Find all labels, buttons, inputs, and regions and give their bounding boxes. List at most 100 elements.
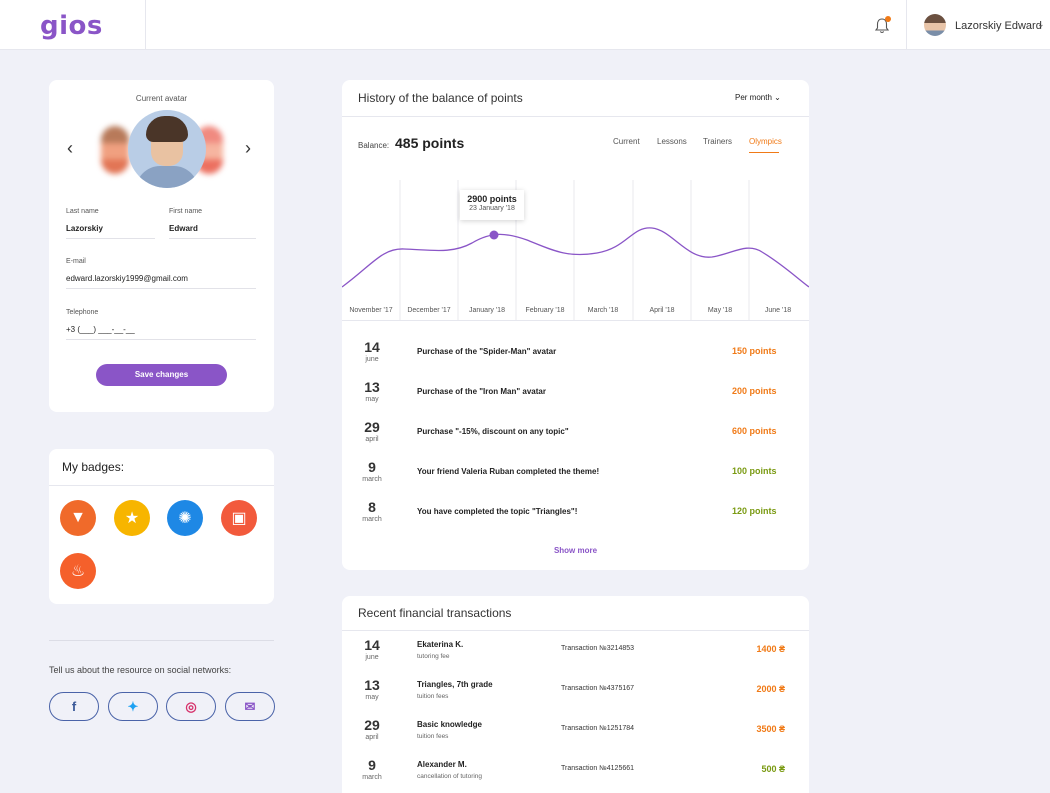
row-description: Your friend Valeria Ruban completed the … (417, 467, 600, 476)
transaction-id: Transaction №4375167 (561, 685, 635, 692)
active-tab-indicator (749, 152, 779, 153)
tab-olympics[interactable]: Olympics (749, 137, 782, 146)
field-underline (66, 238, 155, 239)
row-month: march (362, 476, 382, 483)
show-more-link[interactable]: Show more (553, 546, 598, 555)
tab-lessons[interactable]: Lessons (657, 137, 687, 146)
sun-medal-icon[interactable]: ✺ (167, 500, 203, 536)
transaction-type: cancellation of tutoring (417, 773, 483, 780)
row-points: 150 points (732, 346, 777, 356)
current-avatar-image (128, 110, 206, 188)
transaction-amount: 3500 ₴ (756, 724, 785, 734)
logo[interactable]: gios (40, 11, 103, 41)
instagram-share-button[interactable]: ◎ (166, 692, 216, 721)
email-field[interactable]: edward.lazorskiy1999@gmail.com (66, 274, 188, 283)
month-label: November '17 (349, 307, 393, 314)
mail-share-button[interactable]: ✉ (225, 692, 275, 721)
telephone-label: Telephone (66, 309, 99, 316)
social-prompt: Tell us about the resource on social net… (49, 665, 232, 675)
prev-avatar-preview[interactable] (101, 126, 129, 174)
email-label: E-mail (66, 258, 86, 265)
period-select[interactable]: Per month ⌄ (735, 93, 781, 102)
row-day: 29 (364, 419, 380, 435)
chevron-left-icon[interactable]: ‹ (67, 138, 73, 158)
divider (342, 320, 809, 321)
twitter-icon: ✦ (127, 698, 139, 714)
month-label: February '18 (525, 307, 565, 314)
telephone-field[interactable]: +3 (___) ___-__-__ (66, 325, 135, 334)
last-name-field[interactable]: Lazorskiy (66, 224, 103, 233)
chevron-down-icon: ⌄ (774, 93, 781, 102)
transaction-type: tuition fees (417, 693, 449, 700)
row-month: march (362, 774, 382, 781)
row-day: 8 (368, 499, 376, 515)
tooltip-date: 23 January '18 (469, 205, 515, 212)
row-month: may (365, 396, 379, 403)
badges-title: My badges: (62, 460, 125, 474)
current-avatar-label: Current avatar (135, 94, 188, 103)
top-header: gios Lazorskiy Edward ⌄ (0, 0, 1050, 50)
row-day: 13 (364, 677, 380, 693)
financial-title: Recent financial transactions (358, 606, 512, 620)
fire-icon[interactable]: ♨ (60, 553, 96, 589)
instagram-icon: ◎ (185, 698, 197, 714)
row-day: 9 (368, 459, 376, 475)
row-day: 29 (364, 717, 380, 733)
row-day: 13 (364, 379, 380, 395)
save-changes-button[interactable]: Save changes (96, 364, 227, 386)
month-label: March '18 (587, 307, 619, 314)
transaction-name: Triangles, 7th grade (417, 680, 493, 689)
notification-dot (885, 16, 891, 22)
user-name[interactable]: Lazorskiy Edward (955, 20, 1042, 32)
profile-card: Current avatar ‹ › Last name Lazorskiy F… (49, 80, 274, 412)
divider (49, 640, 274, 641)
row-month: june (365, 356, 379, 363)
balance-label: Balance: (358, 141, 390, 150)
star-shield-icon[interactable]: ★ (114, 500, 150, 536)
period-value: Per month (735, 93, 772, 102)
row-month: april (365, 734, 379, 741)
chevron-right-icon[interactable]: › (245, 138, 251, 158)
facebook-icon: f (71, 699, 77, 714)
tooltip-value: 2900 points (467, 194, 517, 204)
balance-line-chart (342, 180, 809, 320)
row-month: may (365, 694, 379, 701)
month-label: May '18 (707, 307, 733, 314)
transaction-amount: 500 ₴ (761, 764, 785, 774)
row-points: 100 points (732, 466, 777, 476)
header-divider (906, 0, 907, 50)
transaction-type: tutoring fee (417, 653, 450, 660)
row-month: june (365, 654, 379, 661)
divider (49, 485, 274, 486)
month-label: April '18 (649, 307, 675, 314)
month-label: June '18 (764, 307, 792, 314)
treasure-chest-icon[interactable]: ▣ (221, 500, 257, 536)
divider (342, 116, 809, 117)
tab-trainers[interactable]: Trainers (703, 137, 733, 146)
points-history-card: History of the balance of points Per mon… (342, 80, 809, 570)
transaction-amount: 2000 ₴ (756, 684, 785, 694)
tab-current[interactable]: Current (613, 137, 640, 146)
row-points: 600 points (732, 426, 777, 436)
balance-value: 485 points (395, 135, 465, 151)
field-underline (169, 238, 256, 239)
field-underline (66, 288, 256, 289)
transaction-id: Transaction №4125661 (561, 765, 635, 772)
chevron-down-icon[interactable]: ⌄ (1037, 19, 1045, 29)
facebook-share-button[interactable]: f (49, 692, 99, 721)
avatar[interactable] (924, 14, 946, 36)
row-description: Purchase of the "Spider-Man" avatar (417, 347, 557, 356)
twitter-share-button[interactable]: ✦ (108, 692, 158, 721)
row-month: april (365, 436, 379, 443)
transaction-amount: 1400 ₴ (756, 644, 785, 654)
row-month: march (362, 516, 382, 523)
first-name-label: First name (169, 208, 203, 215)
transaction-name: Ekaterina K. (417, 640, 464, 649)
last-name-label: Last name (66, 208, 99, 215)
first-name-field[interactable]: Edward (169, 224, 198, 233)
row-description: You have completed the topic "Triangles"… (417, 507, 578, 516)
ice-cream-icon[interactable]: ▼ (60, 500, 96, 536)
transaction-name: Alexander M. (417, 760, 467, 769)
row-day: 14 (364, 637, 380, 653)
row-description: Purchase of the "Iron Man" avatar (417, 387, 546, 396)
